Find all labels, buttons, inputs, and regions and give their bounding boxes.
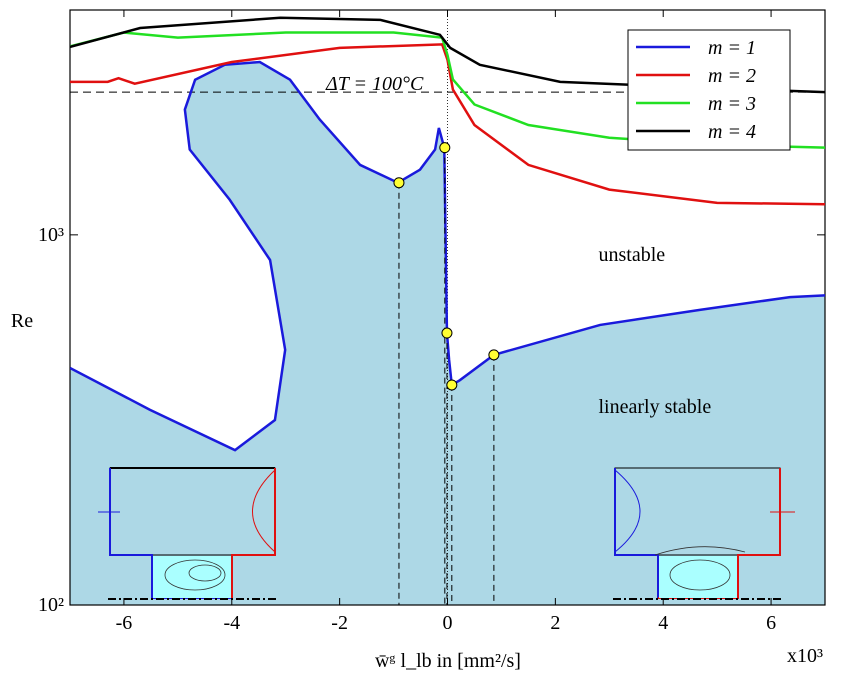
marker bbox=[489, 350, 499, 360]
legend-label: m = 2 bbox=[708, 65, 756, 87]
marker bbox=[442, 328, 452, 338]
chart: w̄ᵍ l_lb in [mm²/s] x10³ Re ΔT = 100°C un… bbox=[0, 0, 841, 680]
x-tick-label: 0 bbox=[443, 612, 453, 634]
marker bbox=[440, 143, 450, 153]
marker bbox=[447, 380, 457, 390]
x-tick-label: 4 bbox=[658, 612, 668, 634]
x-multiplier: x10³ bbox=[787, 645, 823, 667]
x-tick-label: 6 bbox=[766, 612, 776, 634]
y-tick-label: 10³ bbox=[38, 224, 64, 246]
annotation: unstable bbox=[599, 244, 666, 266]
y-tick-label: 10² bbox=[38, 594, 64, 616]
y-axis-label: Re bbox=[11, 310, 33, 332]
x-tick-label: 2 bbox=[550, 612, 560, 634]
legend-label: m = 3 bbox=[708, 93, 756, 115]
marker bbox=[394, 178, 404, 188]
x-axis-label: w̄ᵍ l_lb in [mm²/s] bbox=[375, 650, 521, 672]
reference-label: ΔT = 100°C bbox=[325, 73, 424, 95]
legend-label: m = 1 bbox=[708, 37, 756, 59]
x-tick-label: -2 bbox=[331, 612, 348, 634]
legend-label: m = 4 bbox=[708, 121, 756, 143]
annotation: linearly stable bbox=[599, 396, 712, 418]
x-tick-label: -6 bbox=[116, 612, 133, 634]
x-tick-label: -4 bbox=[223, 612, 240, 634]
